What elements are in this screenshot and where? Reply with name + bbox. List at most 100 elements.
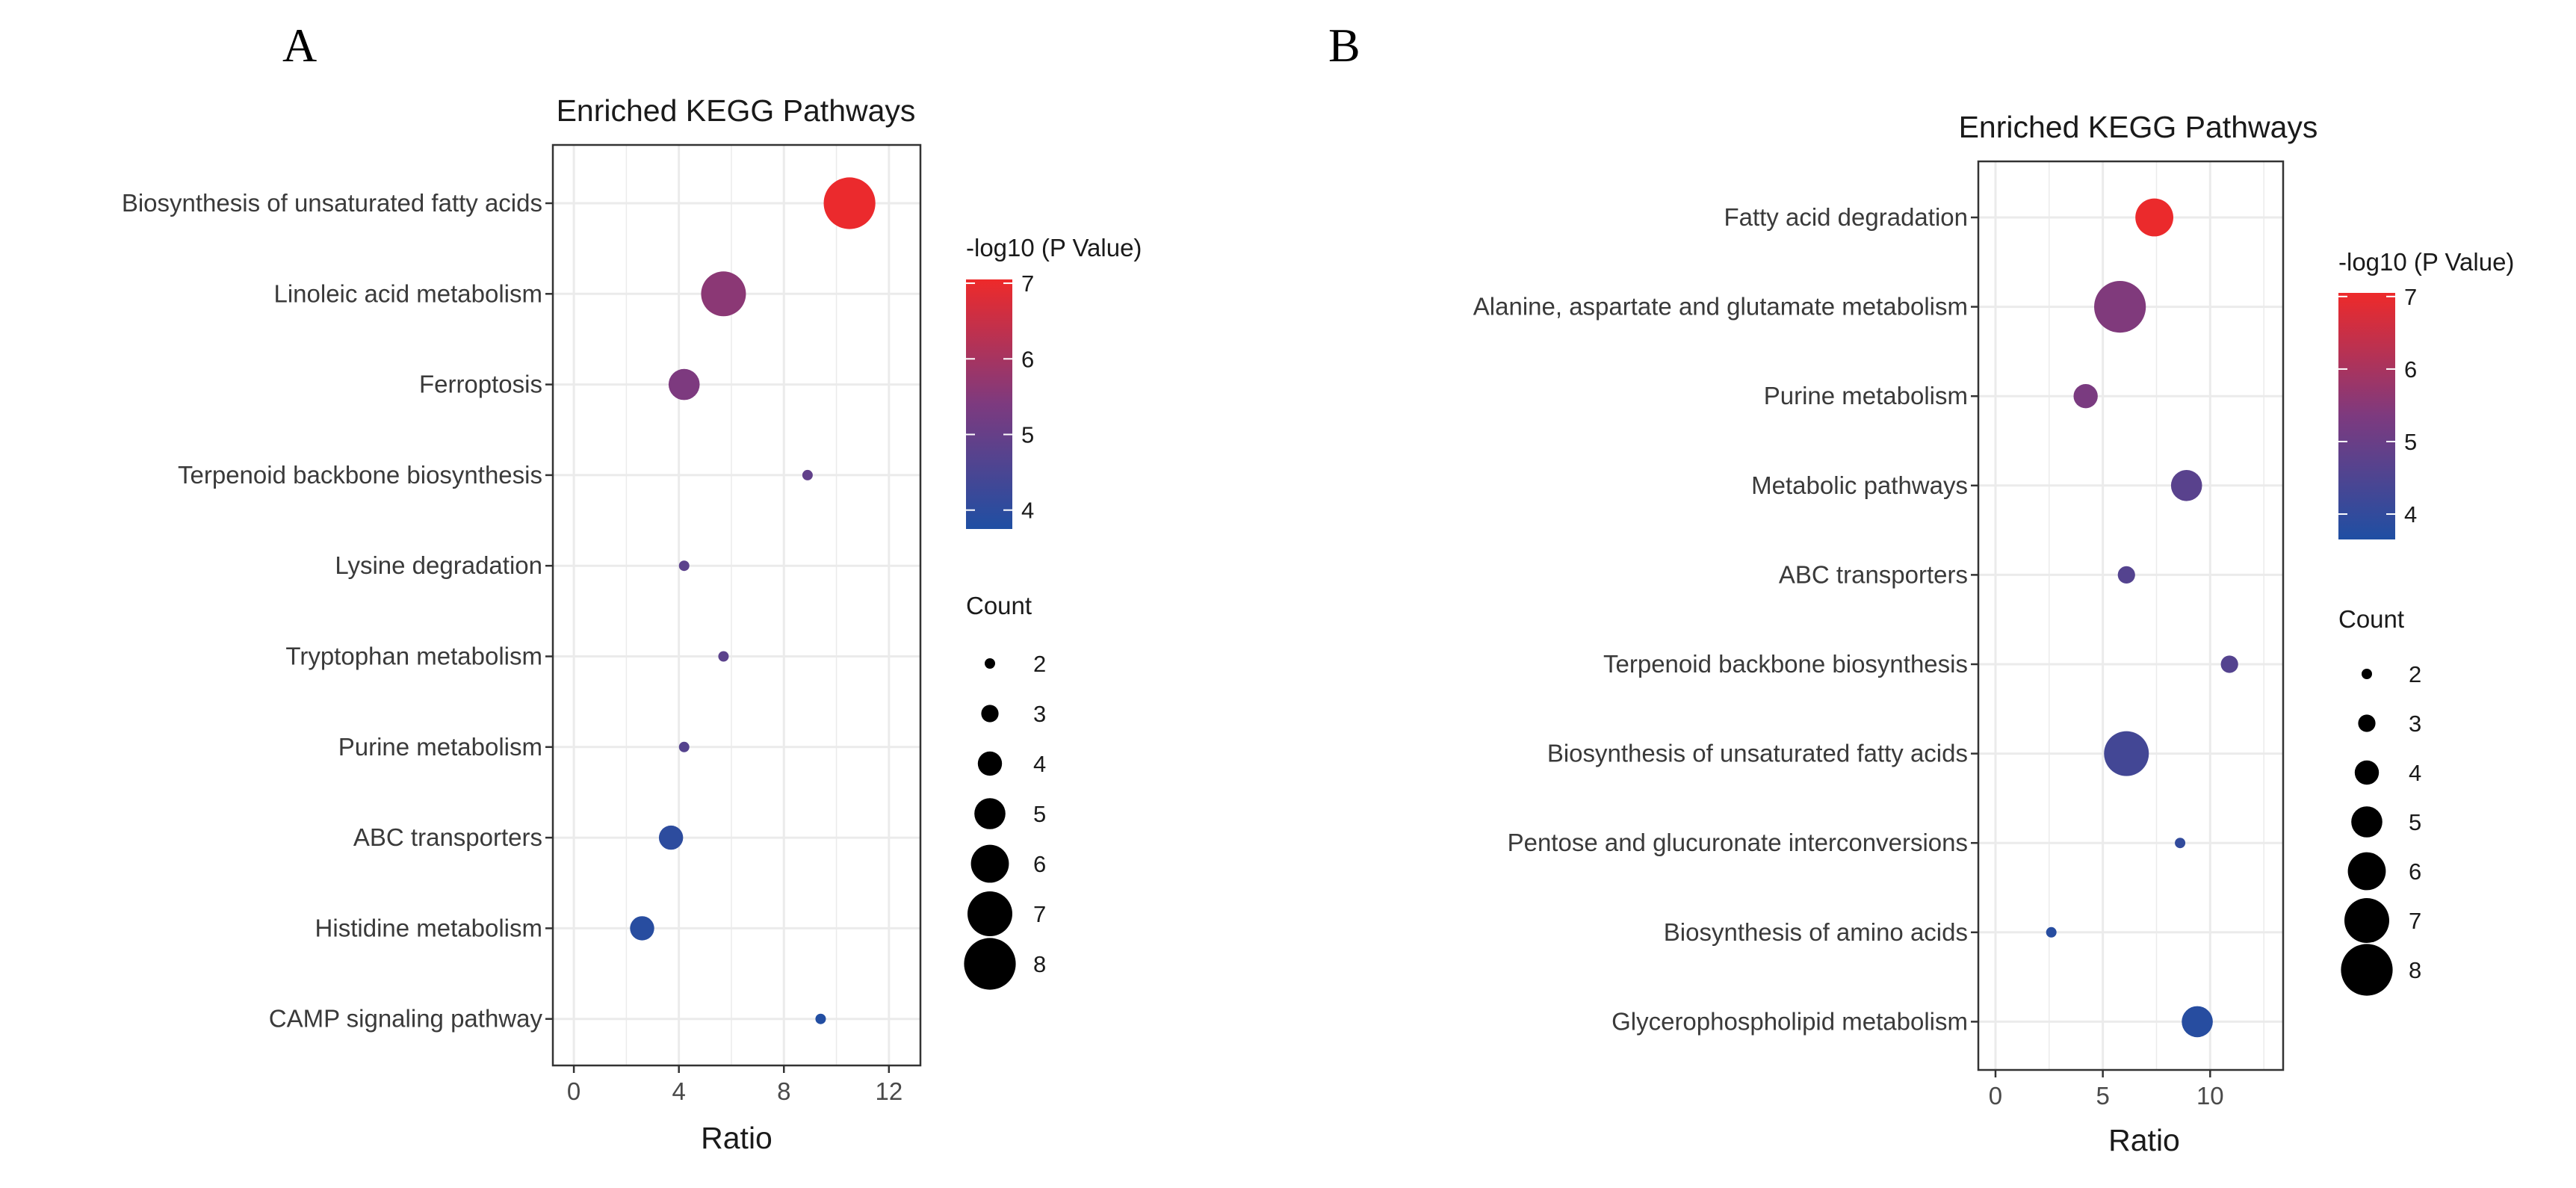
size-legend-title-a: Count [966,592,1032,619]
y-tick-label: Biosynthesis of unsaturated fatty acids [1547,740,1968,767]
color-legend-bar-a [966,279,1012,529]
x-axis-title-a: Ratio [701,1121,773,1155]
y-tick-label: Purine metabolism [1764,382,1968,409]
y-tick-label: Linoleic acid metabolism [273,279,542,307]
panel-a: A Enriched KEGG Pathways Biosynthesis of… [122,19,1142,1155]
y-tick-label: ABC transporters [1779,560,1968,588]
size-legend-key [2341,944,2393,996]
size-legend-label: 7 [2409,908,2421,934]
data-point [2046,926,2057,938]
data-point [2175,838,2186,849]
x-tick-label: 5 [2096,1082,2109,1110]
y-tick-label: Terpenoid backbone biosynthesis [1603,650,1968,678]
color-legend-tick-label: 5 [1021,421,1034,448]
data-point [658,825,684,850]
y-tick-label: Tryptophan metabolism [285,643,542,670]
size-legend-key [974,798,1006,829]
y-tick-label: Histidine metabolism [315,914,542,941]
size-legend-label: 3 [1033,701,1046,727]
data-point [718,651,729,662]
size-legend-key [970,844,1009,883]
x-tick-label: 10 [2196,1082,2224,1110]
color-legend-ticks-a: 4 5 6 7 [966,270,1034,524]
size-legend-key [2344,898,2389,943]
size-legend-label: 7 [1033,901,1046,927]
size-legend-key [2351,806,2383,838]
x-tick-label: 8 [777,1077,790,1105]
size-legend-key [977,751,1003,776]
y-tick-label: Pentose and glucuronate interconversions [1508,829,1968,856]
x-tick-label: 4 [672,1077,686,1105]
size-legend-label: 8 [1033,951,1046,977]
y-tick-label: Fatty acid degradation [1724,203,1968,231]
x-tick-label: 0 [1989,1082,2002,1110]
y-tick-label: Purine metabolism [338,733,542,761]
data-point [2135,198,2174,237]
data-point [2104,731,2149,776]
size-legend-key [964,938,1016,990]
color-legend-tick-label: 5 [2404,429,2417,455]
color-legend-title-b: -log10 (P Value) [2338,248,2514,276]
grid-a [553,145,920,1065]
data-point [823,177,876,229]
color-legend-title-a: -log10 (P Value) [966,234,1142,262]
size-legend-label: 5 [2409,809,2421,835]
size-legend-title-b: Count [2338,605,2404,633]
y-tick-label: Glycerophospholipid metabolism [1611,1007,1968,1035]
y-axis-labels-b: Fatty acid degradation Alanine, aspartate… [1473,203,1978,1035]
size-legend-key [2347,852,2386,891]
data-point [815,1013,826,1024]
color-legend-tick-label: 7 [1021,270,1034,297]
size-legend-label: 3 [2409,711,2421,737]
chart-title-b: Enriched KEGG Pathways [1959,110,2318,144]
y-tick-label: Lysine degradation [335,551,542,579]
color-legend-ticks-b: 4 5 6 7 [2338,284,2417,528]
plot-frame-b [1977,160,2285,1071]
data-point [2094,281,2146,333]
size-legend-label: 4 [1033,751,1046,777]
color-legend-tick-label: 4 [2404,501,2417,528]
y-tick-label: Metabolic pathways [1751,471,1968,499]
x-axis-ticks-a: 0 4 8 12 [567,1065,902,1105]
data-point [630,916,654,941]
panel-b: B Enriched KEGG Pathways Fatty acid degr… [1328,19,2514,1157]
grid-b [1978,161,2283,1070]
data-point [2117,566,2135,584]
y-tick-label: CAMP signaling pathway [269,1005,543,1033]
x-tick-label: 12 [875,1077,902,1105]
plot-frame-a [551,143,922,1067]
data-point [678,560,690,572]
data-point [2220,655,2238,673]
color-legend-tick-label: 6 [2404,356,2417,383]
size-legend-key [2354,760,2380,785]
size-legend-a: 2 3 4 5 6 7 8 [964,651,1046,990]
y-tick-label: Ferroptosis [419,371,542,398]
size-legend-key [981,705,999,723]
data-point [668,368,700,400]
data-point [2073,384,2098,409]
x-axis-ticks-b: 0 5 10 [1989,1070,2224,1110]
size-legend-key [2362,669,2372,679]
y-tick-label: Alanine, aspartate and glutamate metabol… [1473,293,1968,321]
y-axis-labels-a: Biosynthesis of unsaturated fatty acids L… [122,189,553,1033]
chart-title-a: Enriched KEGG Pathways [557,93,916,128]
size-legend-label: 8 [2409,957,2421,983]
points-b [2046,198,2238,1038]
size-legend-key [985,658,995,669]
y-tick-label: Terpenoid backbone biosynthesis [178,461,542,489]
y-tick-label: Biosynthesis of amino acids [1664,918,1968,946]
panel-label-a: A [282,19,317,72]
data-point [678,741,690,752]
size-legend-label: 6 [2409,858,2421,885]
size-legend-label: 2 [1033,651,1046,677]
y-tick-label: ABC transporters [353,823,542,851]
data-point [2170,470,2202,501]
color-legend-tick-label: 4 [1021,498,1034,524]
points-a [630,177,876,1024]
color-legend-bar-b [2338,293,2395,539]
data-point [701,271,746,317]
x-axis-title-b: Ratio [2108,1123,2180,1157]
size-legend-label: 4 [2409,760,2421,786]
y-tick-label: Biosynthesis of unsaturated fatty acids [122,189,542,217]
